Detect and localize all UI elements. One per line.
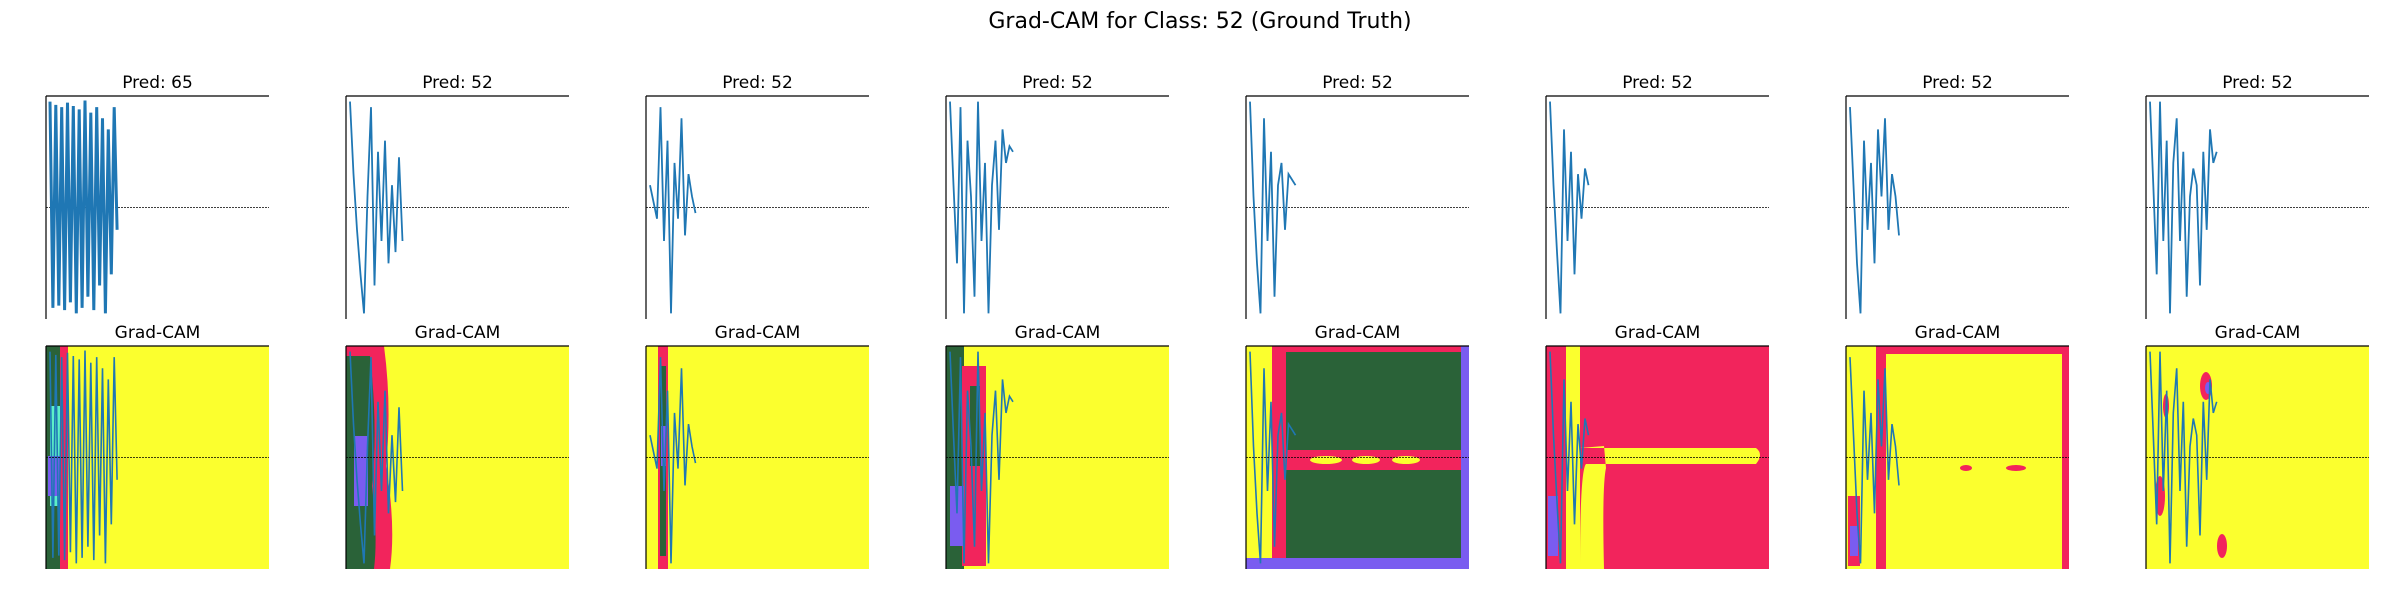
gradcam-title: Grad-CAM <box>1015 323 1101 343</box>
subplot-5: Pred: 52 <box>1245 73 1469 319</box>
subplot-title: Pred: 52 <box>1622 73 1693 93</box>
signal-overlay <box>1249 351 1297 564</box>
heatmap-region <box>1850 526 1858 556</box>
signal-overlay <box>949 351 1014 564</box>
signal-line <box>1249 101 1297 314</box>
heatmap-region <box>2006 465 2026 471</box>
signal-line <box>2149 101 2218 314</box>
signal-line <box>649 107 697 314</box>
subplot-7: Pred: 52 <box>1845 73 2069 319</box>
signal-overlay <box>1849 357 1900 564</box>
subplot-8: Pred: 52 <box>2145 73 2369 319</box>
heatmap-region <box>950 486 964 546</box>
subplot-4: Pred: 52 <box>945 73 1169 319</box>
gradcam-1: Grad-CAM <box>45 323 269 569</box>
signal-overlay <box>349 351 404 564</box>
signal-line <box>1849 107 1900 314</box>
gradcam-2: Grad-CAM <box>345 323 569 569</box>
figure-title: Grad-CAM for Class: 52 (Ground Truth) <box>988 9 1411 34</box>
heatmap-region <box>1246 558 1469 569</box>
heatmap-region <box>1286 352 1464 450</box>
signal-overlay <box>649 357 697 564</box>
gradcam-title: Grad-CAM <box>1315 323 1401 343</box>
heatmap-region <box>1548 496 1558 556</box>
heatmap-region <box>1886 354 2062 569</box>
gradcam-6: Grad-CAM <box>1545 323 1769 569</box>
signal-overlay <box>2149 351 2218 564</box>
heatmap-region <box>1960 465 1972 471</box>
subplot-title: Pred: 52 <box>1022 73 1093 93</box>
signal-line <box>48 100 119 314</box>
gradcam-7: Grad-CAM <box>1845 323 2069 569</box>
gradcam-5: Grad-CAM <box>1245 323 1469 569</box>
gradcam-4: Grad-CAM <box>945 323 1169 569</box>
signal-line <box>1549 101 1590 314</box>
gradcam-title: Grad-CAM <box>115 323 201 343</box>
subplot-3: Pred: 52 <box>645 73 869 319</box>
heatmap-region <box>1310 456 1342 464</box>
heatmap-region <box>1580 446 1760 569</box>
gradcam-3: Grad-CAM <box>645 323 869 569</box>
subplot-title: Pred: 52 <box>2222 73 2293 93</box>
signal-overlay <box>49 350 118 564</box>
signal-line <box>349 101 404 314</box>
subplot-title: Pred: 52 <box>1922 73 1993 93</box>
gradcam-title: Grad-CAM <box>715 323 801 343</box>
gradcam-title: Grad-CAM <box>1915 323 2001 343</box>
gradcam-title: Grad-CAM <box>2215 323 2301 343</box>
subplot-grid: Pred: 65 Grad-CAM Pred: 52 Grad-CAM Pred: 52… <box>45 73 2369 569</box>
subplot-1: Pred: 65 <box>45 73 269 319</box>
subplot-title: Pred: 52 <box>722 73 793 93</box>
subplot-6: Pred: 52 <box>1545 73 1769 319</box>
signal-overlay <box>1549 351 1590 564</box>
gradcam-title: Grad-CAM <box>415 323 501 343</box>
heatmap-region <box>1352 456 1380 464</box>
signal-line <box>949 101 1014 314</box>
heatmap-region <box>970 386 980 466</box>
gradcam-title: Grad-CAM <box>1615 323 1701 343</box>
heatmap-region <box>2217 534 2227 558</box>
subplot-title: Pred: 52 <box>1322 73 1393 93</box>
subplot-2: Pred: 52 <box>345 73 569 319</box>
heatmap-region <box>1392 456 1420 464</box>
heatmap-region <box>1286 470 1464 562</box>
subplot-title: Pred: 52 <box>422 73 493 93</box>
gradcam-8: Grad-CAM <box>2145 323 2369 569</box>
subplot-title: Pred: 65 <box>122 73 193 93</box>
